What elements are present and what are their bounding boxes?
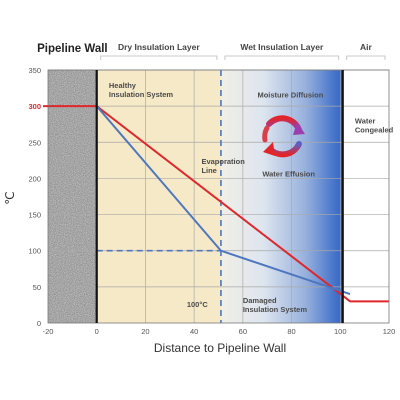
annotation-healthy: Healthy Insulation System [109, 81, 174, 99]
zone-backgrounds [48, 70, 389, 323]
annotation-line: Healthy [109, 81, 137, 90]
plot-frame [47, 69, 390, 324]
y-tick-label: 0 [37, 319, 41, 328]
y-tick-label: 50 [33, 283, 41, 292]
annotation-line: Insulation System [109, 90, 174, 99]
annotation-water-effusion: Water Effusion [262, 169, 315, 178]
x-axis-label: Distance to Pipeline Wall [154, 341, 286, 355]
annotation-line: Insulation System [243, 305, 308, 314]
annotation-damaged: Damaged Insulation System [243, 296, 308, 314]
annotation-line: Water Effusion [262, 169, 315, 178]
zone-0-texture [48, 70, 97, 323]
plot-border [47, 69, 390, 324]
zone-bracket-1 [224, 55, 340, 60]
reference-lines [96, 70, 222, 323]
annotation-line: 100°C [187, 300, 209, 309]
annotation-water-congealed: Water Congealed [355, 116, 394, 134]
x-tick-label: 80 [287, 327, 295, 336]
x-tick-label: 0 [95, 327, 99, 336]
y-tick-label: 150 [28, 211, 41, 220]
x-tick-label: 60 [239, 327, 247, 336]
zone-label-3: Air [360, 42, 373, 52]
annotation-line: Damaged [243, 296, 277, 305]
y-tick-label: 100 [28, 247, 41, 256]
y-tick-label: 300 [28, 102, 41, 111]
series-line-1 [95, 105, 351, 296]
zone-label-1: Dry Insulation Layer [118, 42, 200, 52]
y-axis-label: ℃ [3, 191, 17, 204]
zone-bracket-2 [346, 55, 386, 60]
annotation-line: Water [355, 116, 376, 125]
x-tick-label: 120 [383, 327, 396, 336]
y-tick-label: 350 [28, 66, 41, 75]
annotation-line: Moisture Diffusion [257, 90, 323, 99]
annotation-evaporation: Evaporation Line [201, 157, 245, 175]
zone-labels: Pipeline Wall Dry Insulation Layer Wet Ins… [37, 42, 386, 60]
x-tick-label: 20 [141, 327, 149, 336]
x-tick-label: 100 [334, 327, 347, 336]
zone-3-fill [342, 70, 389, 323]
y-tick-label: 250 [28, 138, 41, 147]
annotation-line: Line [201, 166, 216, 175]
zone-label-2: Wet Insulation Layer [240, 42, 324, 52]
zone-1-fill [96, 70, 221, 323]
annotation-moisture: Moisture Diffusion [257, 90, 323, 99]
annotation-line: Congealed [355, 125, 394, 134]
y-tick-label: 200 [28, 174, 41, 183]
series-lines [48, 105, 389, 303]
cycle-arrows-icon [262, 115, 305, 158]
zone-label-0: Pipeline Wall [37, 43, 108, 55]
zone-bracket-0 [100, 55, 218, 60]
x-tick-label: -20 [43, 327, 54, 336]
annotation-hundred-c: 100°C [187, 300, 209, 309]
x-tick-label: 40 [190, 327, 198, 336]
annotation-line: Evaporation [201, 157, 245, 166]
series-line-0 [48, 105, 389, 303]
